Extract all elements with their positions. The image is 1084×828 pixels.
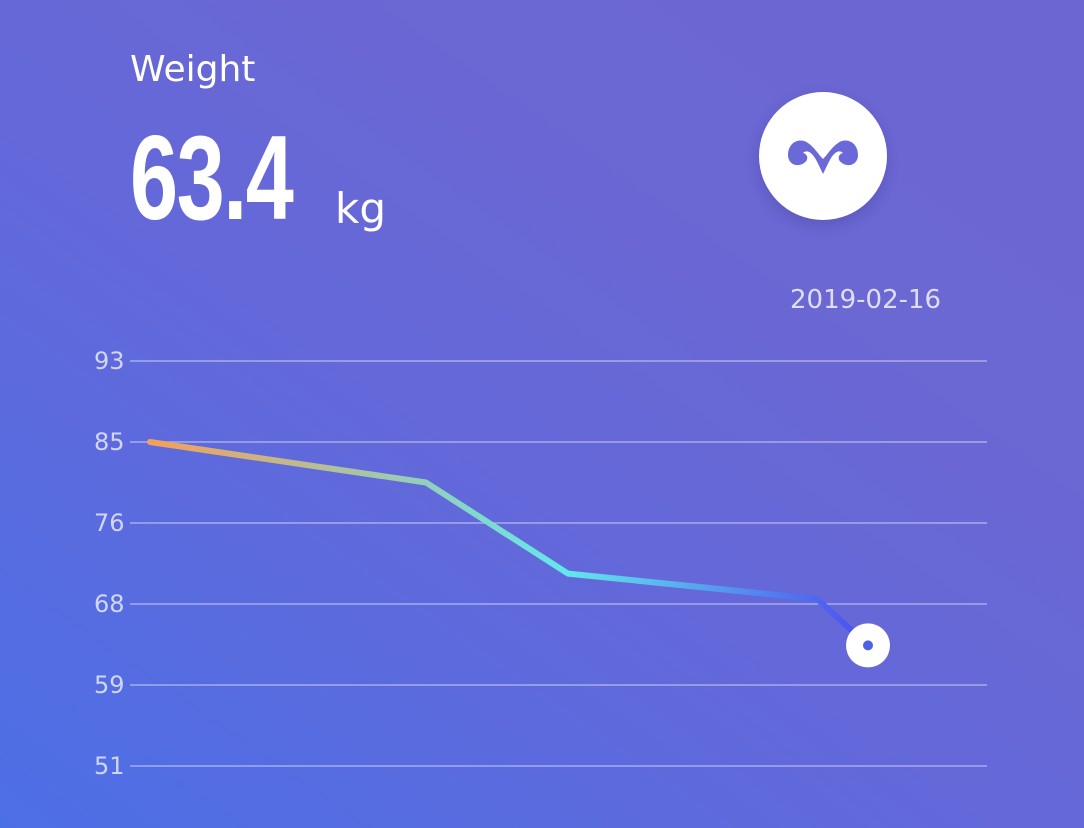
ram-horns-icon	[788, 140, 858, 174]
y-axis-tick-label: 51	[94, 752, 125, 780]
y-axis-tick-label: 68	[94, 590, 125, 618]
y-axis-tick-label: 85	[94, 428, 125, 456]
y-axis-tick-label: 93	[94, 347, 125, 375]
measurement-date: 2019-02-16	[790, 285, 942, 315]
weight-trend-chart: 93 85 76 68 59 51	[94, 347, 987, 780]
selected-data-point-center	[863, 640, 873, 651]
weight-line	[147, 439, 871, 649]
weight-series	[147, 439, 890, 668]
metric-label: Weight	[130, 49, 256, 90]
weight-value: 63.4	[130, 111, 294, 245]
weight-header: Weight 63.4 kg 2019-02-16	[0, 0, 1084, 330]
profile-avatar-button[interactable]	[759, 92, 887, 220]
weight-unit: kg	[335, 184, 386, 233]
grid-lines	[130, 360, 987, 767]
metric-value-row: 63.4 kg	[130, 108, 386, 238]
y-axis-tick-label: 59	[94, 671, 125, 699]
y-axis-labels: 93 85 76 68 59 51	[94, 347, 125, 780]
y-axis-tick-label: 76	[94, 509, 125, 537]
